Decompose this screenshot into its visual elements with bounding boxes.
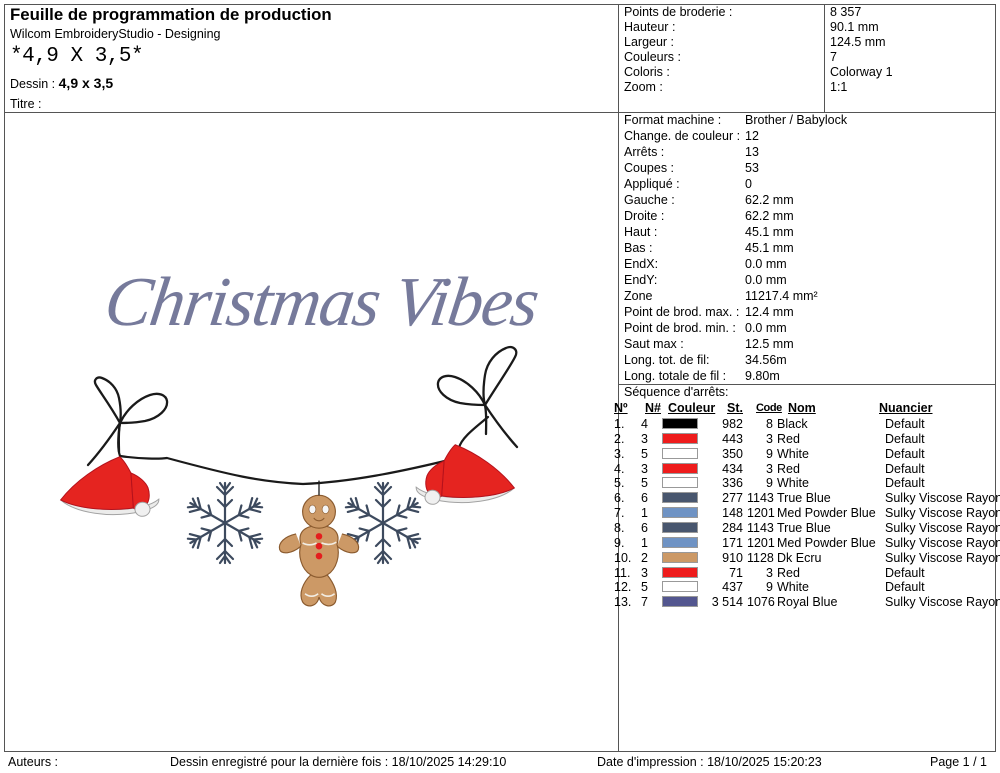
svg-text:Christmas Vibes: Christmas Vibes <box>100 263 543 341</box>
